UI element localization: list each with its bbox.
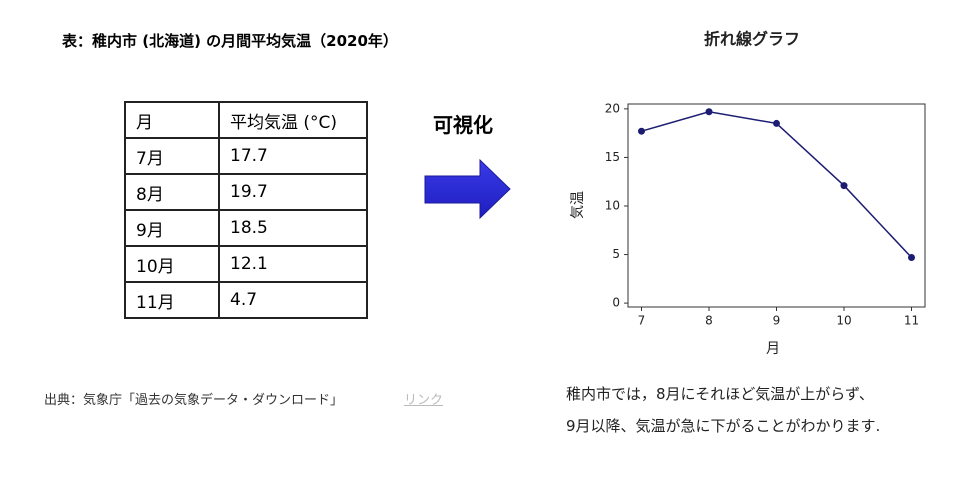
table-cell: 11月 xyxy=(124,281,220,319)
table-title: 表：稚内市 (北海道) の月間平均気温（2020年） xyxy=(62,32,398,50)
table-row: 8月 19.7 xyxy=(124,173,368,211)
table-cell: 12.1 xyxy=(218,245,368,283)
y-tick-label: 0 xyxy=(612,296,620,310)
table-cell: 月 xyxy=(124,101,220,139)
point xyxy=(840,182,848,190)
table-cell: 平均気温 (°C) xyxy=(218,101,368,139)
table-cell: 19.7 xyxy=(218,173,368,211)
arrow xyxy=(424,158,511,220)
x-tick-label: 7 xyxy=(638,314,646,328)
table-row: 7月 17.7 xyxy=(124,137,368,175)
link[interactable]: リンク xyxy=(404,393,444,408)
table-row: 10月 12.1 xyxy=(124,245,368,283)
table-cell: 17.7 xyxy=(218,137,368,175)
y-tick-label: 10 xyxy=(605,198,620,212)
point xyxy=(638,127,645,135)
y-axis-label: 気温 xyxy=(570,191,586,219)
point xyxy=(773,119,780,127)
x-tick-label: 11 xyxy=(904,314,919,328)
data-table: 月平均気温 (°C) 7月 17.7 8月 19.7 9月 18.5 10月 12.1 11月 4.… xyxy=(124,101,368,319)
x-tick-label: 8 xyxy=(705,314,713,328)
point xyxy=(908,253,915,261)
table-cell: 18.5 xyxy=(218,209,368,247)
table-cell: 9月 xyxy=(124,209,220,247)
table-row: 11月 4.7 xyxy=(124,281,368,319)
y-tick-label: 5 xyxy=(612,247,620,261)
table-cell: 10月 xyxy=(124,245,220,283)
point xyxy=(705,108,713,116)
table-cell: 7月 xyxy=(124,137,220,175)
table-header-row: 月平均気温 (°C) xyxy=(124,101,368,139)
table-cell: 8月 xyxy=(124,173,220,211)
y-tick-label: 15 xyxy=(605,150,620,164)
table-cell: 4.7 xyxy=(218,281,368,319)
x-tick-label: 9 xyxy=(773,314,781,328)
x-axis-label: 月 xyxy=(766,341,780,357)
line xyxy=(641,111,913,258)
description-line: 稚内市では，8月にそれほど気温が上がらず、 xyxy=(566,385,874,403)
table-row: 9月 18.5 xyxy=(124,209,368,247)
source: 出典：気象庁「過去の気象データ・ダウンロード」 xyxy=(44,393,344,408)
plot-frame xyxy=(627,103,926,308)
y-tick-label: 20 xyxy=(605,101,620,115)
description-line: 9月以降、気温が急に下がることがわかります. xyxy=(566,417,881,435)
arrow-label: 可視化 xyxy=(433,113,493,137)
chart-title: 折れ線グラフ xyxy=(704,30,800,49)
x-tick-label: 10 xyxy=(836,314,851,328)
